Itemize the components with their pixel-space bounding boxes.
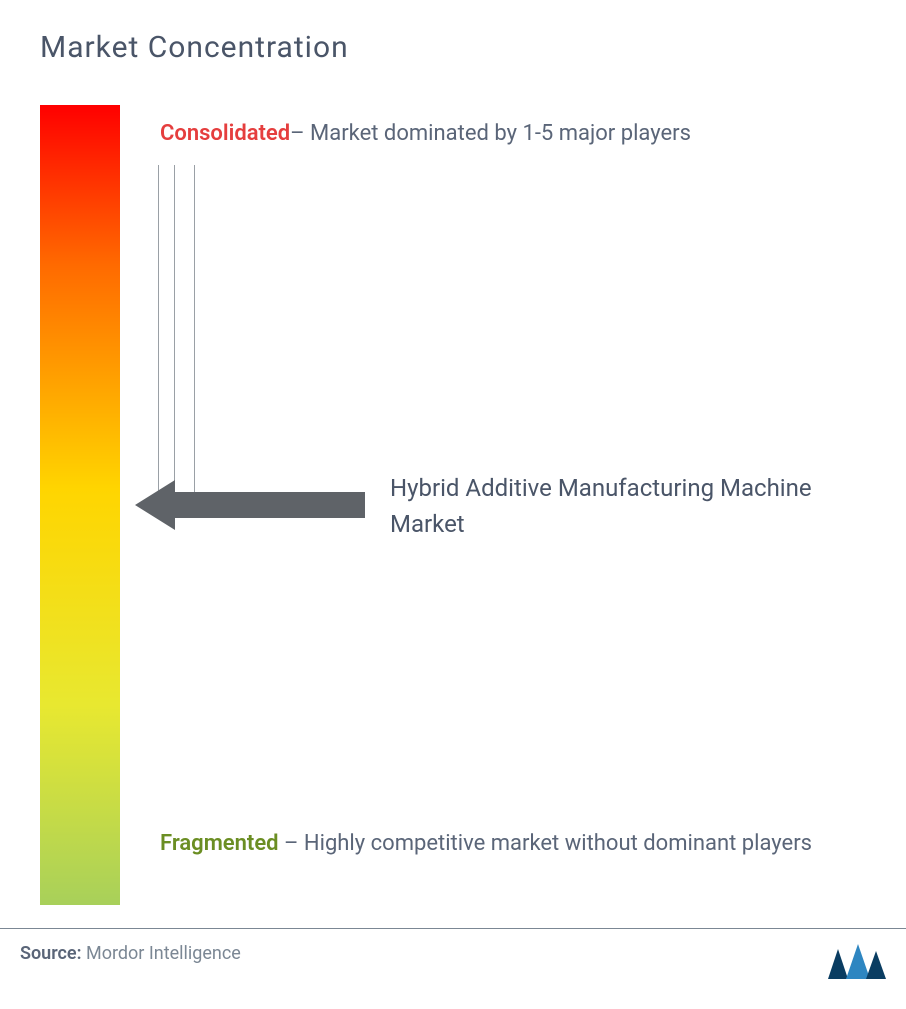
fragmented-desc: – Highly competitive market without domi… bbox=[279, 831, 812, 856]
fragmented-word: Fragmented bbox=[160, 831, 279, 856]
market-name-label: Hybrid Additive Manufacturing Machine Ma… bbox=[390, 470, 840, 542]
concentration-gradient-bar bbox=[40, 105, 120, 905]
guide-lines bbox=[152, 165, 212, 505]
consolidated-label-block: Consolidated– Market dominated by 1-5 ma… bbox=[160, 110, 860, 158]
fragmented-label-block: Fragmented – Highly competitive market w… bbox=[160, 820, 860, 868]
infographic-container: Market Concentration Consolidated– Marke… bbox=[0, 0, 906, 1009]
source-attribution: Source: Mordor Intelligence bbox=[20, 943, 241, 964]
footer-divider bbox=[0, 928, 906, 929]
content-area: Consolidated– Market dominated by 1-5 ma… bbox=[40, 105, 866, 905]
consolidated-desc: – Market dominated by 1-5 major players bbox=[290, 121, 691, 146]
consolidated-word: Consolidated bbox=[160, 121, 290, 146]
market-arrow bbox=[135, 480, 365, 530]
source-prefix: Source: bbox=[20, 943, 82, 964]
source-name: Mordor Intelligence bbox=[82, 943, 241, 964]
brand-logo-icon bbox=[826, 939, 891, 984]
page-title: Market Concentration bbox=[40, 30, 866, 65]
